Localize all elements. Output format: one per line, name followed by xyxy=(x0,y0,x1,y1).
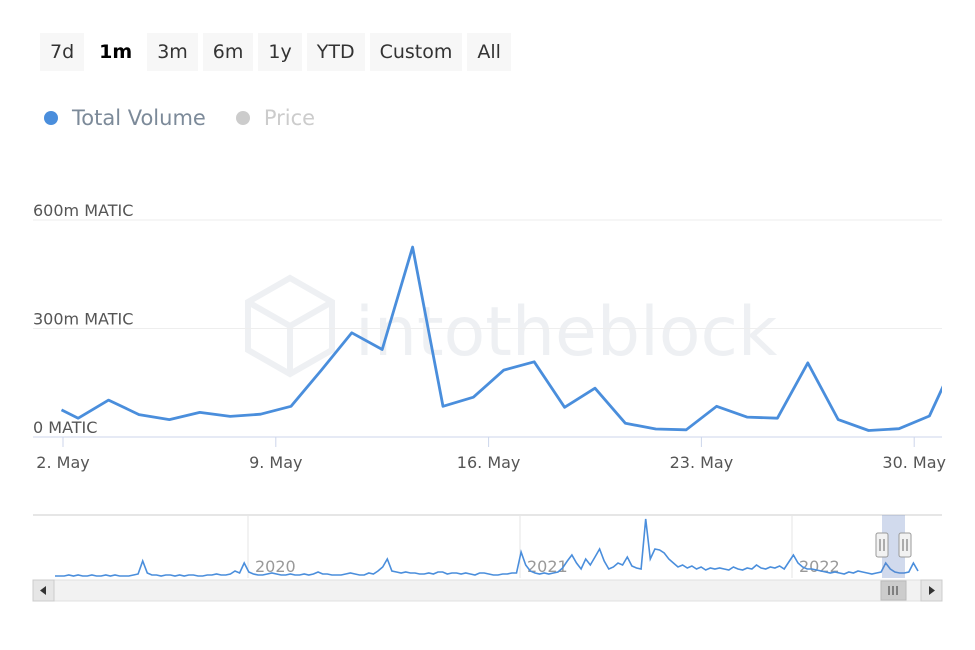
series-line-total-volume xyxy=(60,245,942,432)
watermark: intotheblock xyxy=(245,274,778,378)
y-tick-label: 600m MATIC xyxy=(33,201,133,220)
navigator-scrollbar[interactable] xyxy=(32,579,943,602)
range-button-7d[interactable]: 7d xyxy=(40,33,85,71)
legend-dot-icon xyxy=(44,111,58,125)
navigator-selection[interactable] xyxy=(882,515,905,578)
range-button-1y[interactable]: 1y xyxy=(258,33,302,71)
range-selector: 7d 1m 3m 6m 1y YTD Custom All xyxy=(40,33,511,71)
y-tick-label: 0 MATIC xyxy=(33,418,97,437)
legend-item-total-volume[interactable]: Total Volume xyxy=(44,106,206,130)
navigator-handle[interactable] xyxy=(875,532,889,558)
range-button-3m[interactable]: 3m xyxy=(147,33,198,71)
scrollbar-track[interactable] xyxy=(32,579,943,602)
range-button-ytd[interactable]: YTD xyxy=(306,33,365,71)
range-button-6m[interactable]: 6m xyxy=(202,33,254,71)
navigator-year-label: 2022 xyxy=(799,557,840,576)
navigator-year-label: 2020 xyxy=(255,557,296,576)
range-button-all[interactable]: All xyxy=(467,33,511,71)
watermark-text: intotheblock xyxy=(355,293,778,372)
range-button-1m[interactable]: 1m xyxy=(89,33,143,71)
handle-grip-icon xyxy=(898,532,912,558)
navigator-series-line xyxy=(55,518,919,577)
x-tick-label: 30. May xyxy=(882,453,946,472)
x-tick-label: 23. May xyxy=(670,453,734,472)
arrow-left-icon xyxy=(40,586,46,595)
y-tick-label: 300m MATIC xyxy=(33,310,133,329)
range-button-custom[interactable]: Custom xyxy=(369,33,463,71)
legend-label: Total Volume xyxy=(72,106,206,130)
watermark-logo-icon xyxy=(245,274,335,378)
chart-legend: Total Volume Price xyxy=(44,106,315,130)
x-tick-label: 16. May xyxy=(457,453,521,472)
legend-item-price[interactable]: Price xyxy=(235,106,316,130)
navigator-year-label: 2021 xyxy=(527,557,568,576)
legend-label: Price xyxy=(263,106,316,130)
x-tick-label: 2. May xyxy=(36,453,89,472)
handle-grip-icon xyxy=(875,532,889,558)
x-tick-label: 9. May xyxy=(249,453,302,472)
navigator-handle[interactable] xyxy=(898,532,912,558)
arrow-right-icon xyxy=(929,586,935,595)
legend-dot-icon xyxy=(235,111,250,125)
